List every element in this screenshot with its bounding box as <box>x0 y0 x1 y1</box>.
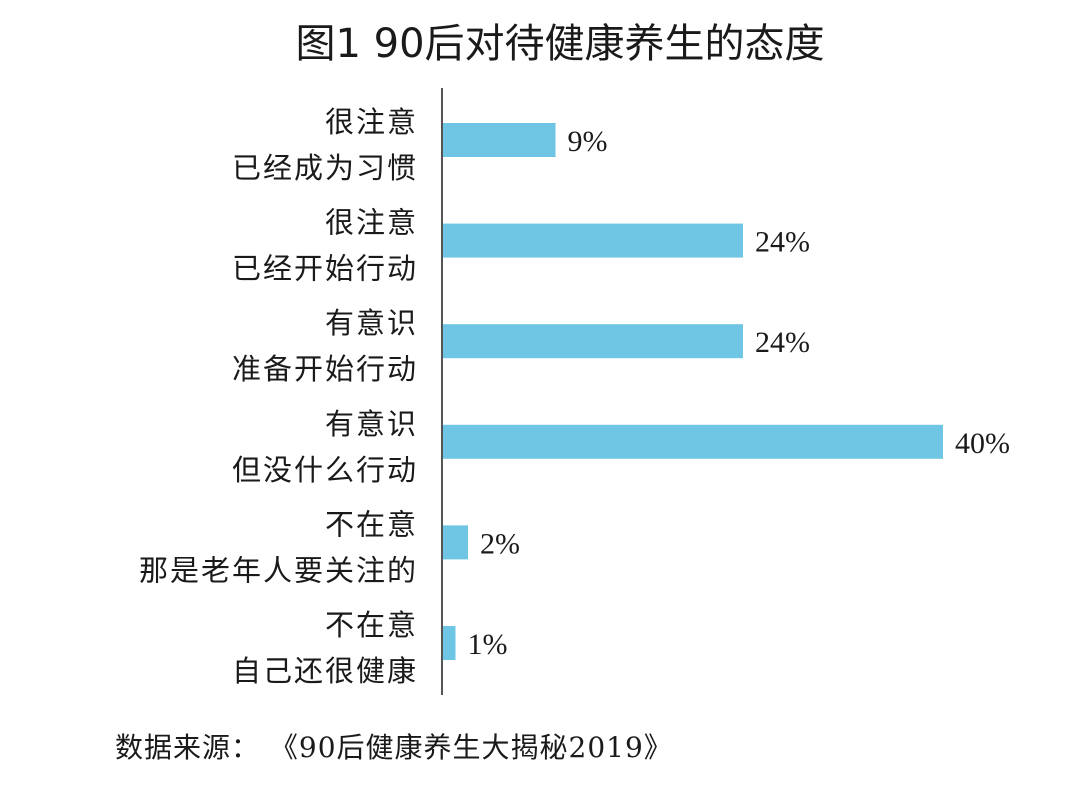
bar-4 <box>443 424 943 459</box>
category-label-group: 很注意已经成为习惯很注意已经开始行动有意识准备开始行动有意识但没什么行动不在意那… <box>139 105 418 688</box>
bar-1 <box>443 123 556 157</box>
category-label-3-line-2: 准备开始行动 <box>232 352 418 386</box>
category-label-4-line-1: 有意识 <box>325 407 418 441</box>
data-label-6: 1% <box>468 628 508 661</box>
category-label-1-line-1: 很注意 <box>325 105 418 139</box>
bar-group <box>443 123 943 660</box>
category-label-5-line-2: 那是老年人要关注的 <box>139 553 418 587</box>
bar-6 <box>443 626 456 660</box>
chart-title: 图1 90后对待健康养生的态度 <box>295 21 824 67</box>
bar-3 <box>443 324 743 359</box>
category-label-5-line-1: 不在意 <box>325 507 418 541</box>
category-label-6-line-1: 不在意 <box>325 608 418 642</box>
category-label-2-line-1: 很注意 <box>325 206 418 240</box>
data-label-4: 40% <box>955 427 1010 460</box>
category-label-4-line-2: 但没什么行动 <box>232 453 418 487</box>
category-label-1-line-2: 已经成为习惯 <box>232 151 418 185</box>
category-label-2-line-2: 已经开始行动 <box>232 252 418 286</box>
bar-2 <box>443 223 743 258</box>
bar-5 <box>443 525 468 560</box>
data-label-1: 9% <box>568 125 608 158</box>
category-label-3-line-1: 有意识 <box>325 306 418 340</box>
data-label-group: 9% 24% 24% 40% 2% 1% <box>468 125 1011 661</box>
category-label-6-line-2: 自己还很健康 <box>232 654 418 688</box>
data-label-3: 24% <box>755 326 810 359</box>
data-label-2: 24% <box>755 226 810 259</box>
source-note: 数据来源： 《90后健康养生大揭秘2019》 <box>115 731 673 764</box>
data-label-5: 2% <box>480 527 520 560</box>
